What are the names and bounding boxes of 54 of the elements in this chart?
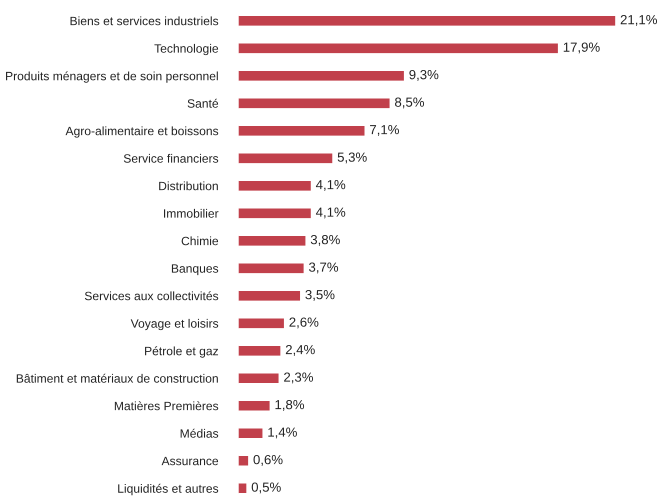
bar — [238, 70, 406, 82]
data-label: 1,8% — [275, 400, 304, 411]
data-label: 0,6% — [253, 454, 283, 466]
data-label: 4,1% — [316, 208, 346, 218]
bar — [238, 317, 286, 330]
data-label: 2,6% — [289, 317, 318, 328]
y-tick-label: Voyage et loisirs — [130, 318, 218, 330]
bar — [238, 372, 280, 384]
y-tick-label: Liquidités et autres — [118, 484, 218, 496]
y-tick-label: Service financiers — [124, 154, 218, 163]
bar — [238, 454, 250, 467]
y-tick-label: Santé — [188, 98, 218, 108]
y-tick-label: Agro-alimentaire et boissons — [66, 126, 218, 138]
data-label: 8,5% — [395, 97, 424, 108]
bar — [238, 290, 302, 302]
y-tick-label: Matières Premières — [114, 401, 218, 410]
y-tick-label: Distribution — [159, 181, 218, 190]
bar — [238, 152, 334, 164]
y-tick-label: Banques — [172, 264, 218, 276]
bar — [238, 400, 271, 412]
bar — [238, 344, 282, 357]
y-tick-label: Chimie — [182, 236, 218, 246]
bar — [238, 14, 617, 27]
bar — [238, 124, 366, 137]
data-label: 21,1% — [620, 14, 657, 26]
y-tick-label: Médias — [180, 428, 218, 438]
y-tick-label: Pétrole et gaz — [145, 346, 218, 358]
data-label: 2,4% — [286, 344, 315, 356]
y-tick-label: Produits ménagers et de soin personnel — [6, 71, 218, 83]
bar — [238, 42, 560, 54]
data-label: 3,7% — [308, 262, 338, 274]
data-label: 7,1% — [370, 125, 399, 136]
y-tick-label: Biens et services industriels — [70, 16, 218, 26]
y-tick-label: Technologie — [154, 44, 218, 56]
y-tick-label: Bâtiment et matériaux de construction — [16, 374, 218, 383]
data-label: 2,3% — [284, 372, 314, 384]
y-tick-label: Immobilier — [164, 208, 218, 218]
data-label: 1,4% — [268, 428, 297, 438]
y-tick-label: Assurance — [162, 456, 218, 466]
bar — [238, 207, 312, 220]
data-label: 3,8% — [310, 234, 340, 246]
data-label: 17,9% — [564, 42, 600, 54]
data-label: 0,5% — [252, 482, 281, 494]
data-label: 3,5% — [305, 290, 335, 301]
bar — [238, 234, 307, 247]
data-label: 9,3% — [409, 70, 438, 81]
bar — [238, 262, 306, 274]
bar — [238, 482, 248, 494]
bar — [238, 427, 264, 440]
bar — [238, 180, 312, 192]
y-tick-label: Services aux collectivités — [84, 291, 218, 300]
data-label: 4,1% — [316, 180, 346, 191]
bar — [238, 97, 391, 110]
data-label: 5,3% — [338, 152, 367, 164]
